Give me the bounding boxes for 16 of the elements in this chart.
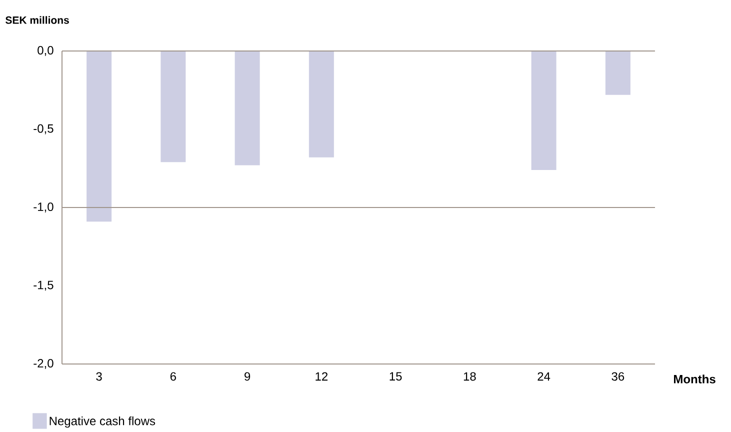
x-tick-label: 36 <box>612 372 624 381</box>
x-axis-title: Months <box>674 374 716 384</box>
x-tick-label: 9 <box>244 372 250 381</box>
x-tick-label: 24 <box>538 372 550 381</box>
x-tick-label: 18 <box>464 372 476 381</box>
x-tick-label: 15 <box>390 372 402 381</box>
y-tick-label: -0,5 <box>34 124 54 134</box>
y-tick-label: -1,5 <box>34 280 54 291</box>
legend-label: Negative cash flows <box>50 416 156 428</box>
y-axis-title: SEK millions <box>6 16 69 24</box>
y-tick-label: 0,0 <box>38 46 54 56</box>
x-tick-label: 6 <box>170 372 176 381</box>
y-tick-label: -2,0 <box>34 359 54 369</box>
x-tick-label: 3 <box>96 372 102 381</box>
x-tick-label: 12 <box>316 372 328 381</box>
y-tick-label: -1,0 <box>34 202 54 212</box>
